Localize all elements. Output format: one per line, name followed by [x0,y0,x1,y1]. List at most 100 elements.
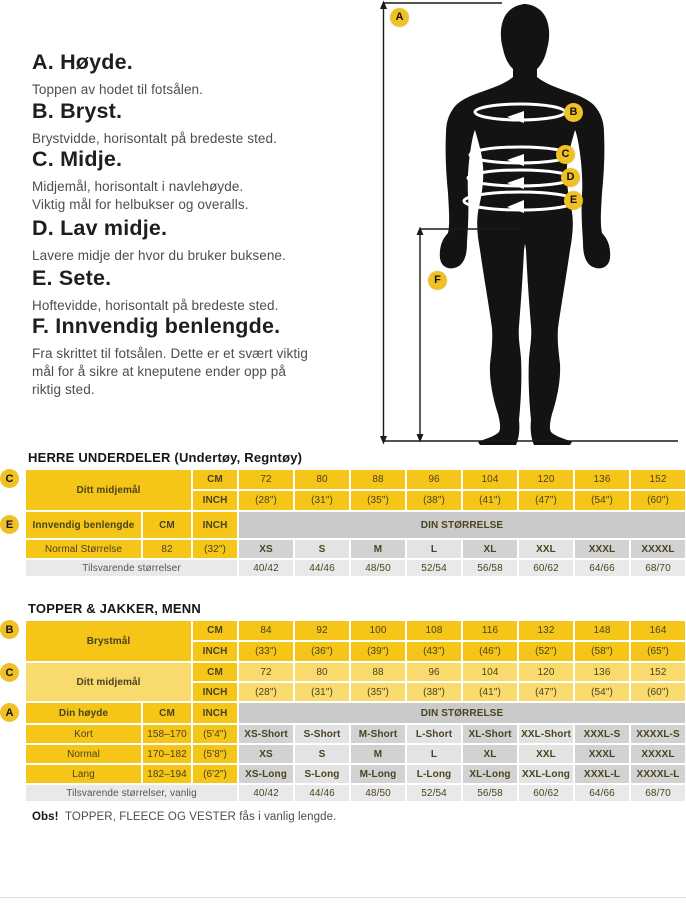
table-cell: XXXXL [631,745,686,763]
table-cell: (31") [295,491,349,510]
table-cell: (52") [519,642,574,661]
table-cell: XXL [519,745,574,763]
table-cell: (39") [351,642,406,661]
row-label-height: Din høyde [26,703,141,723]
definition-hoyde: A. Høyde. Toppen av hodet til fotsålen. [32,50,372,99]
definition-desc: Toppen av hodet til fotsålen. [32,82,204,97]
table-cell: (28") [239,683,294,701]
table-cell: 68/70 [631,560,685,576]
table-cell: INCH [193,512,237,538]
table-cell: (36") [295,642,350,661]
table-cell: (35") [351,683,406,701]
table-cell: 92 [295,621,350,640]
table-cell: M [351,745,406,763]
table-cell: M-Long [351,765,406,783]
inseam-arrow-F [416,226,520,443]
table-title: TOPPER & JAKKER, MENN [28,601,201,616]
table-cell: 60/62 [519,560,573,576]
definition-term: A. Høyde. [32,50,133,74]
table-cell: 182–194 [143,765,192,783]
table-cell: 80 [295,663,350,681]
table-cell: XXXXL-L [631,765,686,783]
table-cell: XXXL [575,745,630,763]
table-cell: S [295,745,350,763]
table-cell: (38") [407,683,462,701]
table-cell: XS [239,745,294,763]
table-cell: (38") [407,491,461,510]
table-cell: (60") [631,491,685,510]
table-cell: L-Long [407,765,462,783]
table-cell: (31") [295,683,350,701]
definition-desc: Brystvidde, horisontalt på bredeste sted… [32,131,277,146]
table-cell: (32") [193,540,237,558]
table-cell: XXXXL-S [631,725,686,743]
size-table-topper: Brystmål CM 84 92 100 108 116 132 148 164 INCH (33"… [24,619,686,803]
table-cell: XS [239,540,293,558]
definition-desc: Midjemål, horisontalt i navlehøyde. Vikt… [32,179,249,212]
table-cell: XXL [519,540,573,558]
table-cell: (43") [407,642,462,661]
table-cell: XL-Long [463,765,518,783]
table-cell: (35") [351,491,405,510]
table-cell: XL-Short [463,725,518,743]
table-cell: CM [143,512,191,538]
table-cell: (41") [463,491,517,510]
table-cell: 60/62 [519,785,574,801]
table-cell: 84 [239,621,294,640]
figure-marker-B: B [564,103,583,122]
definition-term: E. Sete. [32,266,112,290]
table-cell: L [407,540,461,558]
table-cell: S-Long [295,765,350,783]
table-cell: 56/58 [463,785,518,801]
row-label-chest: Brystmål [26,621,192,661]
table-cell: S [295,540,349,558]
table-cell: XS-Short [239,725,294,743]
definition-term: C. Midje. [32,147,123,171]
table-cell: XXXL [575,540,629,558]
body-silhouette [439,4,611,445]
table-cell: 56/58 [463,560,517,576]
row-label-waist: Ditt midjemål [26,470,191,510]
definition-desc: Lavere midje der hvor du bruker buksene. [32,248,286,263]
tape-arrowheads [507,111,524,213]
definition-term: D. Lav midje. [32,216,168,240]
table-cell: Normal [26,745,141,763]
table-cell: CM [193,470,237,489]
table-cell: XS-Long [239,765,294,783]
definition-midje: C. Midje. Midjemål, horisontalt i navleh… [32,147,372,214]
figure-marker-D: D [561,168,580,187]
table-marker-E: E [0,515,19,534]
table-cell: L [407,745,462,763]
bottom-divider [0,897,686,898]
table-cell: (60") [631,683,686,701]
table-cell: (58") [575,642,630,661]
figure-marker-A: A [390,8,409,27]
table-cell: (33") [239,642,294,661]
table-cell: 136 [575,663,630,681]
table-marker-C: C [0,469,19,488]
table-cell: CM [143,703,192,723]
table-cell: 64/66 [575,785,630,801]
table-cell: 40/42 [239,785,294,801]
table-cell: 104 [463,470,517,489]
table-cell: 120 [519,663,574,681]
definition-term: F. Innvendig benlengde. [32,314,281,338]
table-cell: 88 [351,470,405,489]
table-cell: XL [463,540,517,558]
footnote-text: TOPPER, FLEECE OG VESTER fås i vanlig le… [65,811,337,823]
table-marker-B: B [0,620,19,639]
definition-term: B. Bryst. [32,99,123,123]
table-cell: 108 [407,621,462,640]
table-cell: INCH [193,642,238,661]
table-cell: (5'4") [193,725,238,743]
table-cell: (28") [239,491,293,510]
definition-sete: E. Sete. Hoftevidde, horisontalt på bred… [32,266,372,315]
table-cell: 44/46 [295,560,349,576]
definition-benlengde: F. Innvendig benlengde. Fra skrittet til… [32,314,372,399]
table-cell: INCH [193,683,238,701]
table-topper-section: TOPPER & JAKKER, MENN Brystmål CM 84 92 100 1… [0,601,686,823]
table-cell: 132 [519,621,574,640]
table-cell: 72 [239,470,293,489]
table-cell: (54") [575,491,629,510]
